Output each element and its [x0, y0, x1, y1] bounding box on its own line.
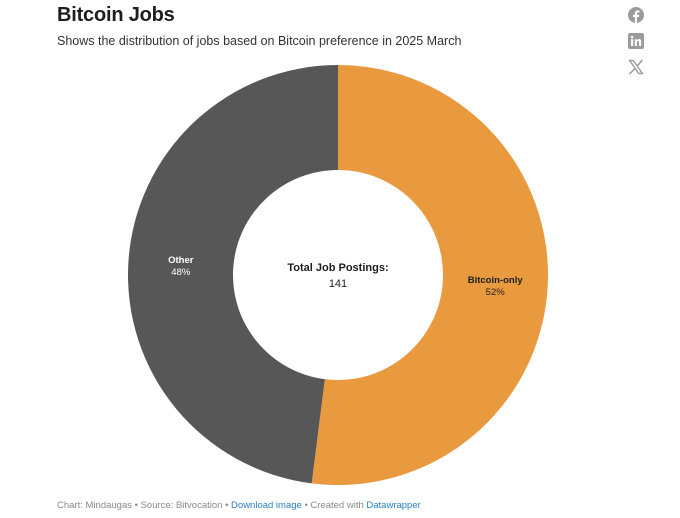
slice-label: Other [168, 255, 194, 266]
linkedin-share-button[interactable] [626, 31, 646, 51]
footer-created-with: • Created with [301, 500, 367, 511]
slice-other [127, 65, 338, 484]
chart-subtitle: Shows the distribution of jobs based on … [57, 34, 462, 48]
slice-percent-label: 52% [486, 287, 506, 298]
slice-label: Bitcoin-only [468, 275, 524, 286]
x-icon [628, 59, 644, 75]
datawrapper-link[interactable]: Datawrapper [366, 500, 421, 511]
facebook-icon [628, 7, 644, 23]
center-label: Total Job Postings: [287, 262, 388, 274]
center-value: 141 [329, 278, 347, 290]
slice-percent-label: 48% [171, 267, 191, 278]
linkedin-icon [628, 33, 644, 49]
slice-bitcoin-only [311, 65, 548, 485]
facebook-share-button[interactable] [626, 5, 646, 25]
chart-title: Bitcoin Jobs [57, 4, 175, 26]
x-share-button[interactable] [626, 57, 646, 77]
download-image-link[interactable]: Download image [231, 500, 302, 511]
chart-footer: Chart: Mindaugas • Source: Bitvocation •… [57, 500, 421, 511]
footer-credits: Chart: Mindaugas • Source: Bitvocation • [57, 500, 232, 511]
